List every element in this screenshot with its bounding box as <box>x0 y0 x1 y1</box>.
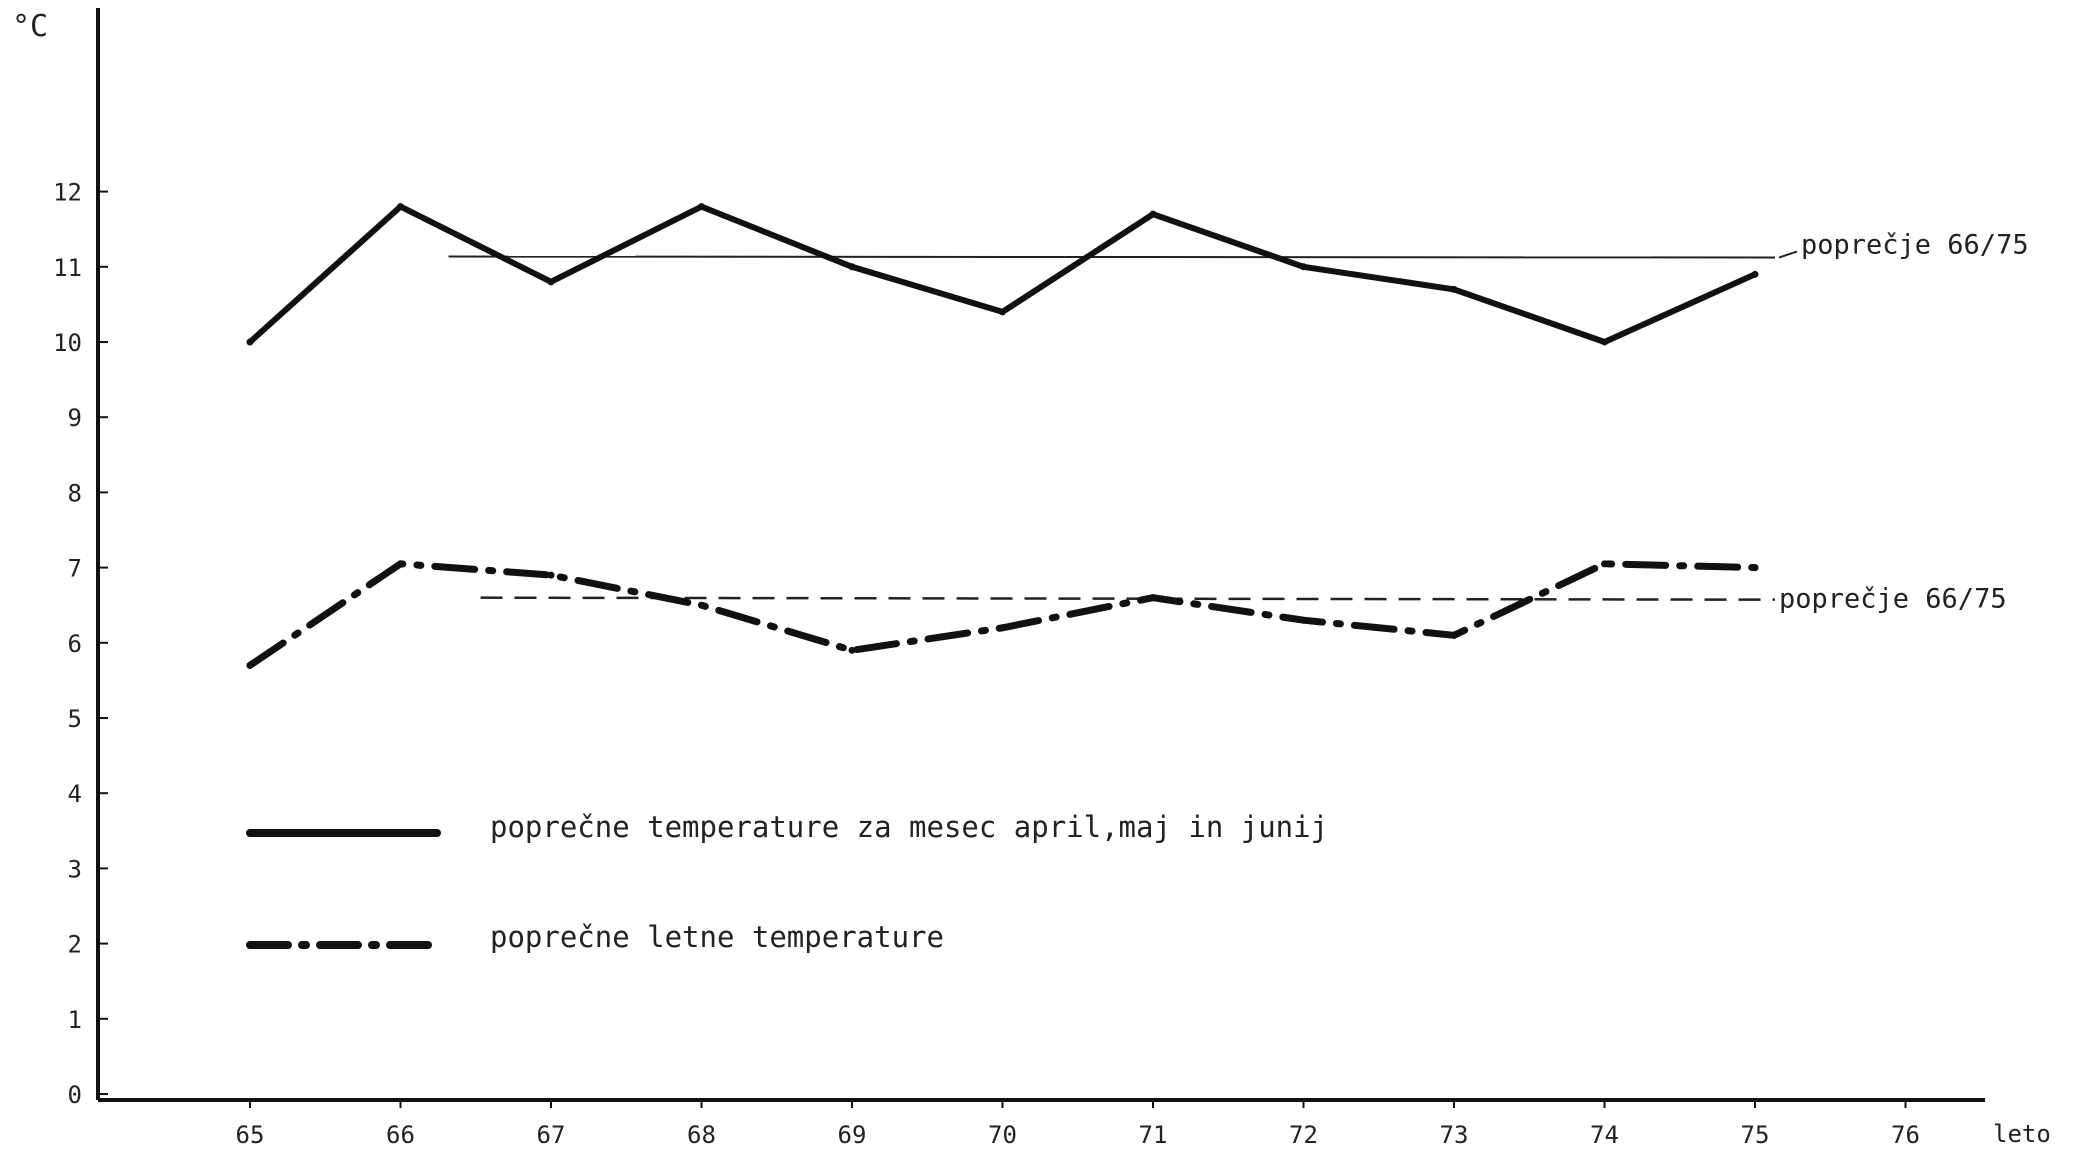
x-tick-label: 70 <box>988 1121 1017 1149</box>
series-lines <box>246 203 1759 669</box>
y-tick-label: 10 <box>53 329 82 357</box>
data-point <box>1300 616 1307 624</box>
data-point <box>1601 560 1608 568</box>
x-tick-label: 76 <box>1891 1121 1920 1149</box>
x-tick-label: 74 <box>1590 1121 1619 1149</box>
series-line-1 <box>247 203 1758 346</box>
data-point <box>698 601 705 609</box>
reference-lines: poprečje 66/75 poprečje 66/75 <box>448 230 2029 615</box>
data-point <box>1601 338 1608 346</box>
data-point <box>999 624 1006 632</box>
x-tick-label: 72 <box>1289 1121 1318 1149</box>
average-label-leader <box>1778 250 1798 259</box>
x-tick-label: 68 <box>687 1121 716 1149</box>
legend: poprečne temperature za mesec april,maj … <box>246 810 1328 954</box>
average-line-2 <box>480 596 1776 601</box>
data-point <box>1751 564 1759 572</box>
x-tick-label: 73 <box>1440 1121 1469 1149</box>
x-tick-label: 66 <box>386 1121 415 1149</box>
x-ticks: 65 66 67 68 69 70 71 72 73 74 75 76 <box>236 1100 1920 1149</box>
x-tick-label: 69 <box>838 1121 867 1149</box>
x-tick-label: 71 <box>1139 1121 1168 1149</box>
y-tick-label: 11 <box>53 254 82 282</box>
series-line-2 <box>246 560 1759 669</box>
average-label-1: poprečje 66/75 <box>1801 230 2029 261</box>
y-tick-label: 8 <box>68 479 82 507</box>
data-point <box>1149 210 1157 218</box>
x-tick-label: 65 <box>236 1121 265 1149</box>
y-tick-label: 7 <box>68 555 82 583</box>
data-point <box>397 560 404 568</box>
y-tick-label: 2 <box>68 931 82 959</box>
data-point <box>848 263 856 271</box>
legend-label-series-2: poprečne letne temperature <box>490 920 944 954</box>
data-point <box>547 278 555 286</box>
y-tick-label: 6 <box>68 630 82 658</box>
y-tick-label: 5 <box>68 705 82 733</box>
legend-label-series-1: poprečne temperature za mesec april,maj … <box>490 810 1328 844</box>
average-label-2: poprečje 66/75 <box>1779 584 2007 615</box>
y-tick-label: 1 <box>68 1006 82 1034</box>
data-point <box>848 646 856 654</box>
data-point <box>547 571 555 579</box>
data-point <box>1450 285 1458 293</box>
y-tick-label: 0 <box>68 1081 82 1109</box>
x-axis-label: leto <box>1993 1120 2051 1148</box>
data-point <box>1149 594 1157 602</box>
data-point <box>246 661 254 669</box>
x-tick-label: 75 <box>1741 1121 1770 1149</box>
average-line-1 <box>448 255 1776 259</box>
data-point <box>698 203 705 211</box>
data-point <box>246 338 254 346</box>
data-point <box>1300 263 1307 271</box>
y-unit-label: °C <box>12 9 48 44</box>
data-point <box>397 203 404 211</box>
data-point <box>999 308 1006 316</box>
data-point <box>1450 631 1458 639</box>
data-point <box>1751 270 1759 278</box>
y-tick-label: 3 <box>68 855 82 883</box>
y-tick-label: 4 <box>68 780 82 808</box>
x-tick-label: 67 <box>537 1121 566 1149</box>
y-tick-label: 12 <box>53 179 82 207</box>
y-tick-label: 9 <box>68 404 82 432</box>
